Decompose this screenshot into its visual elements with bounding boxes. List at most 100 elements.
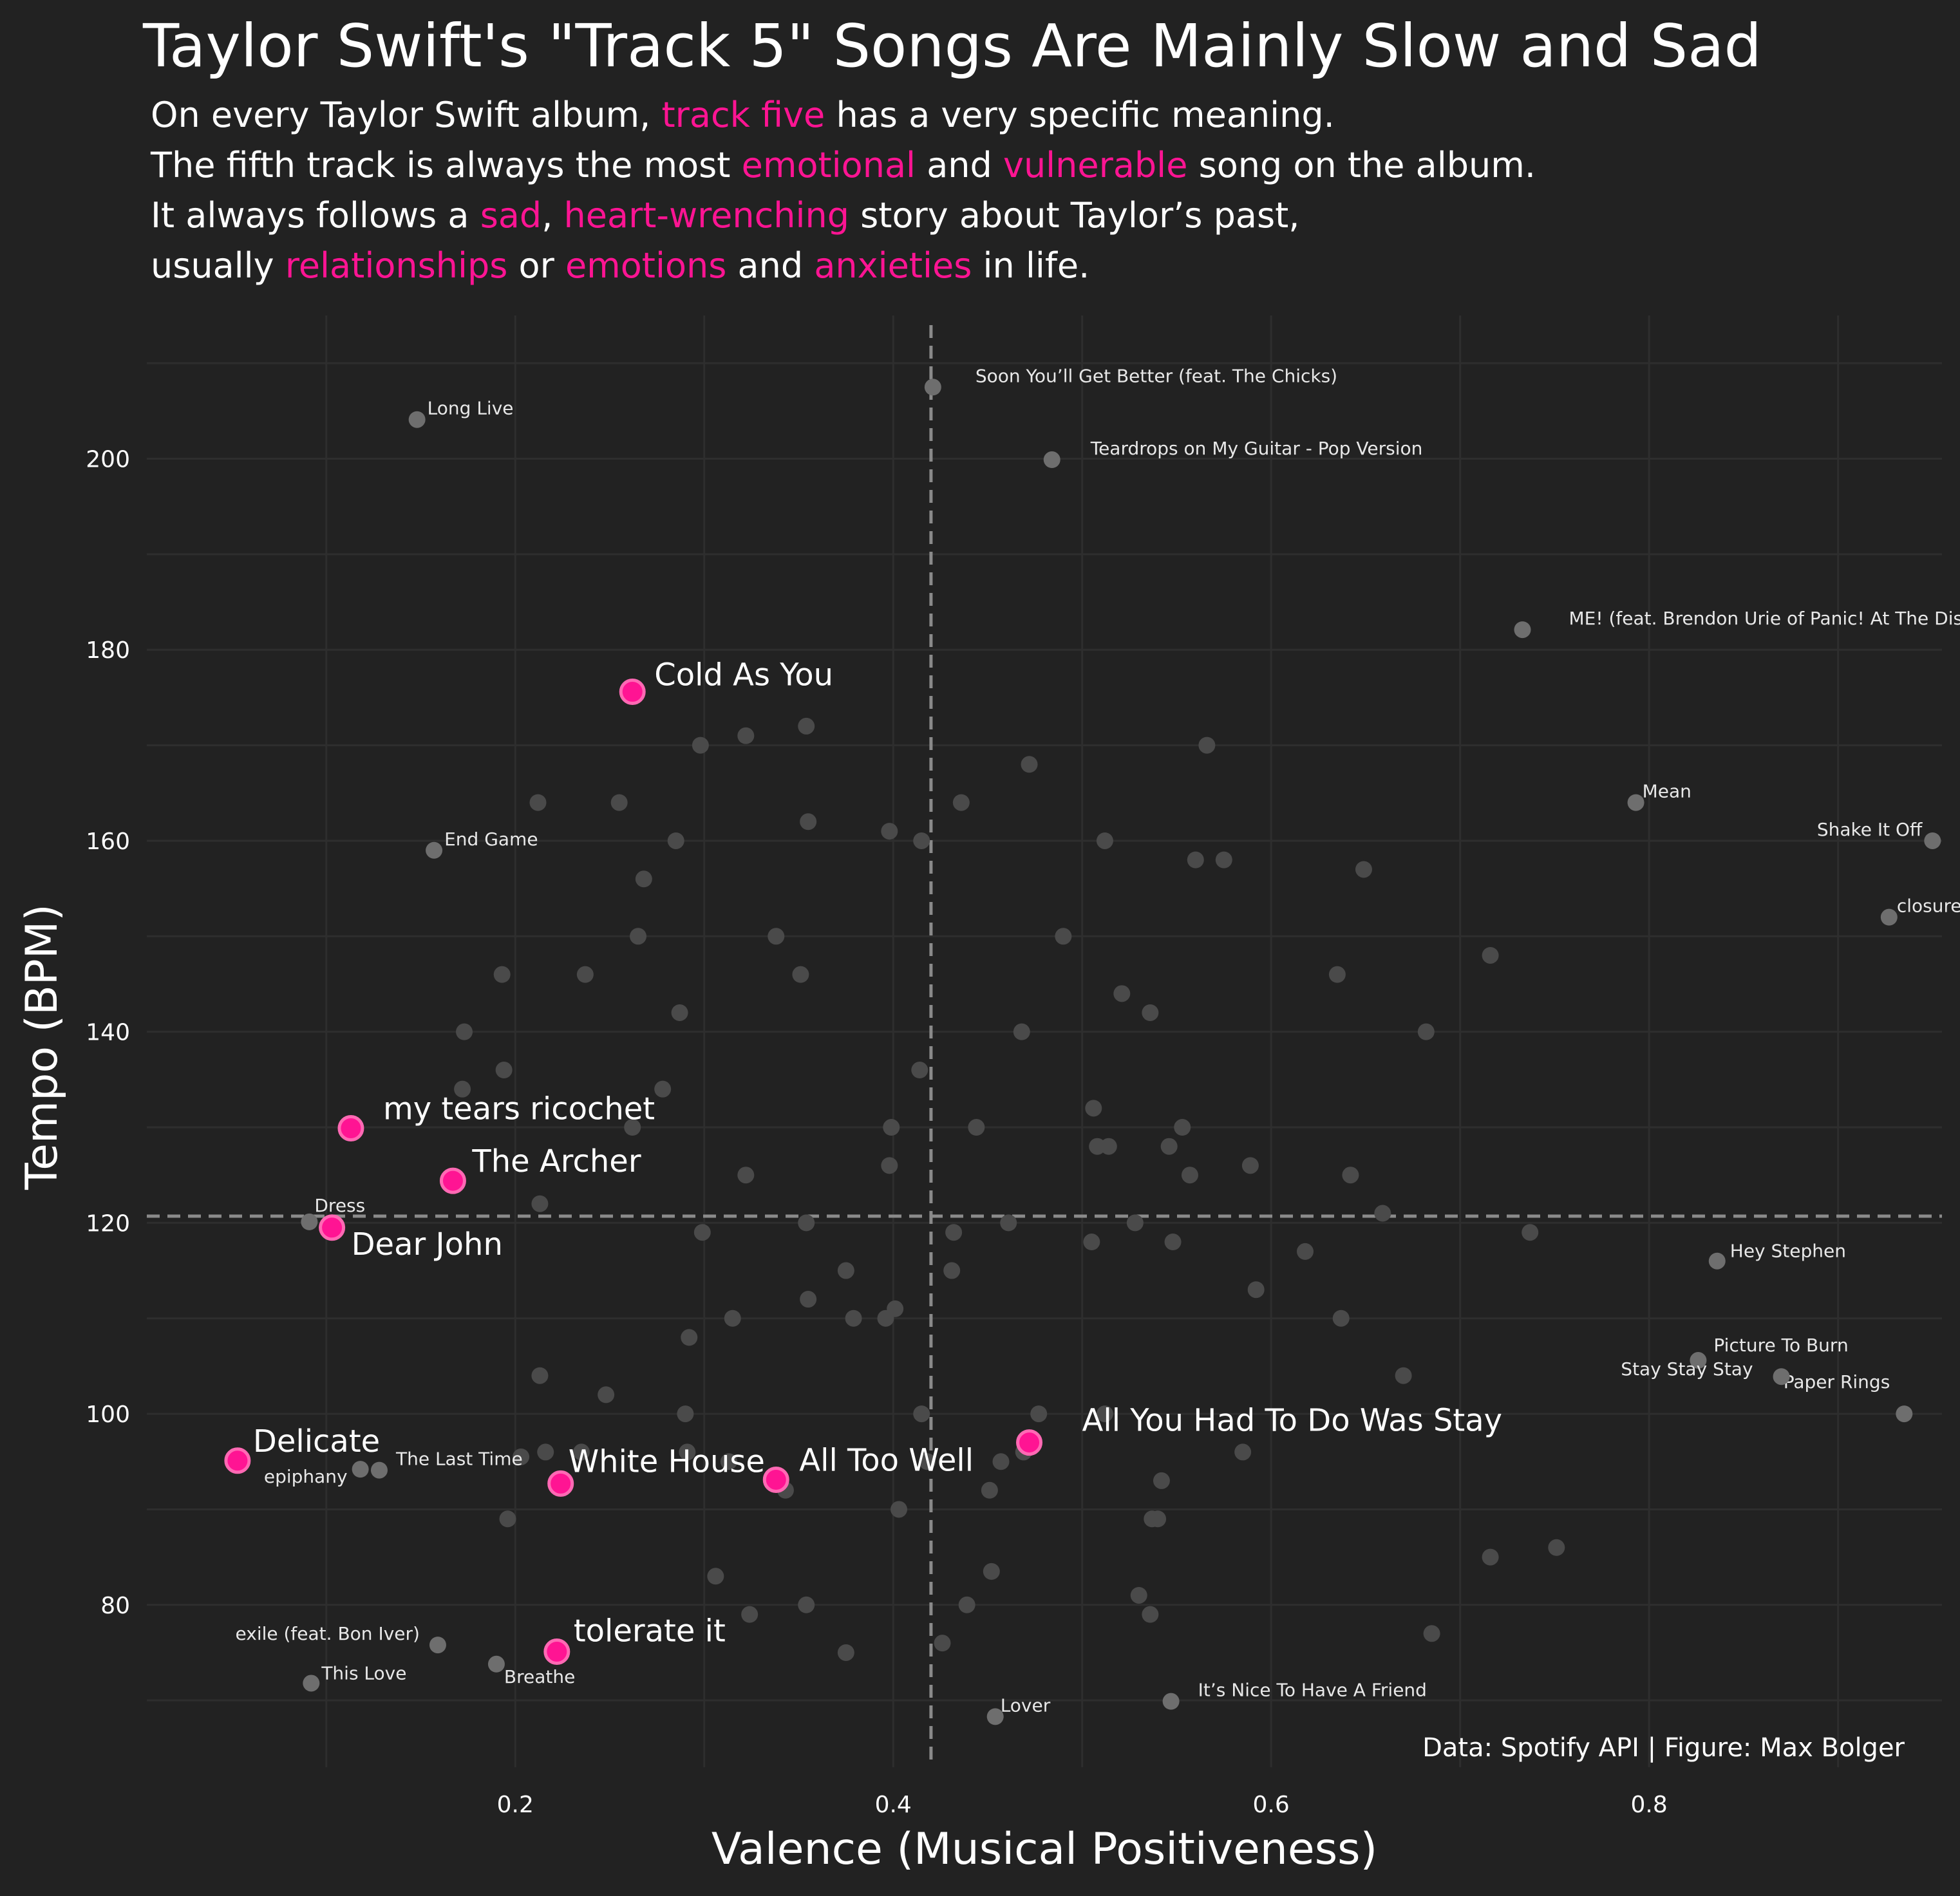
- track5-point: [337, 1115, 364, 1142]
- reference-lines: [147, 325, 1942, 1767]
- song-point-labeled: [408, 411, 426, 428]
- song-point: [456, 1023, 473, 1040]
- song-point: [537, 1443, 554, 1461]
- song-point: [454, 1080, 471, 1098]
- song-point-labeled: [924, 379, 941, 396]
- song-label: Breathe: [504, 1666, 575, 1687]
- song-point: [529, 794, 547, 811]
- song-point: [671, 1004, 688, 1021]
- song-point: [913, 1405, 930, 1423]
- song-point: [981, 1481, 998, 1499]
- song-point: [572, 1443, 590, 1461]
- song-point: [1328, 966, 1346, 983]
- song-point: [724, 1309, 741, 1327]
- song-label: It’s Nice To Have A Friend: [1198, 1680, 1427, 1701]
- x-tick-label: 0.4: [875, 1792, 912, 1818]
- y-axis-title: Tempo (BPM): [17, 904, 68, 1190]
- song-point: [890, 1501, 908, 1518]
- song-point: [798, 1214, 815, 1232]
- x-tick-label: 0.6: [1253, 1792, 1290, 1818]
- subtitle-text: and: [916, 145, 1003, 185]
- song-point: [1482, 946, 1499, 964]
- song-point-labeled: [1708, 1252, 1726, 1270]
- song-point-labeled: [429, 1637, 446, 1654]
- song-point: [1241, 1157, 1259, 1174]
- song-point: [887, 1300, 904, 1317]
- song-point: [667, 832, 684, 849]
- song-label: epiphany: [264, 1466, 348, 1487]
- song-label: Paper Rings: [1784, 1371, 1890, 1393]
- song-point: [881, 1157, 898, 1174]
- song-point: [707, 1568, 724, 1585]
- song-point: [1096, 832, 1113, 849]
- track5-label: Delicate: [253, 1423, 380, 1460]
- song-point: [531, 1367, 549, 1384]
- y-tick-label: 160: [86, 829, 130, 855]
- subtitle-highlight: vulnerable: [1003, 145, 1188, 185]
- y-tick-label: 180: [86, 637, 130, 664]
- subtitle-text: On every Taylor Swift album,: [151, 95, 662, 135]
- subtitle-text: or: [507, 245, 565, 286]
- subtitle-text: has a very specific meaning.: [825, 95, 1335, 135]
- song-point-labeled: [487, 1655, 505, 1673]
- song-point-labeled: [1924, 832, 1941, 849]
- song-point-labeled: [303, 1675, 320, 1692]
- song-point-labeled: [1880, 908, 1898, 926]
- song-point: [1548, 1539, 1565, 1556]
- song-point: [1423, 1625, 1440, 1642]
- song-point: [798, 1596, 815, 1613]
- song-point: [1100, 1138, 1117, 1155]
- song-point: [1332, 1309, 1350, 1327]
- song-point: [1142, 1004, 1159, 1021]
- subtitle-text: song on the album.: [1187, 145, 1536, 185]
- song-point: [1113, 985, 1131, 1002]
- song-label: Long Live: [428, 398, 514, 419]
- song-point: [919, 1453, 936, 1470]
- subtitle-text: The fifth track is always the most: [151, 145, 742, 185]
- subtitle-text: story about Taylor’s past,: [849, 195, 1300, 236]
- song-label: Teardrops on My Guitar - Pop Version: [1090, 438, 1423, 459]
- song-point: [681, 1329, 698, 1346]
- song-point: [737, 727, 755, 744]
- song-point-labeled: [352, 1461, 369, 1478]
- subtitle-highlight: heart-wrenching: [563, 195, 849, 236]
- y-tick-label: 140: [86, 1020, 130, 1046]
- subtitle-highlight: emotions: [565, 245, 727, 286]
- data-caption: Data: Spotify API | Figure: Max Bolger: [1422, 1733, 1905, 1763]
- subtitle-text: and: [726, 245, 815, 286]
- track5-label: tolerate it: [574, 1613, 726, 1649]
- subtitle-highlight: emotional: [741, 145, 916, 185]
- x-tick-label: 0.8: [1630, 1792, 1667, 1818]
- song-point-labeled: [1162, 1693, 1180, 1710]
- song-point: [952, 794, 970, 811]
- labeled-songs: Long Live Soon You’ll Get Better (feat. T…: [236, 365, 1960, 1725]
- track5-label: The Archer: [471, 1143, 641, 1179]
- subtitle-highlight: track five: [661, 95, 825, 135]
- song-label: The Last Time: [395, 1449, 523, 1470]
- song-label: closure: [1897, 896, 1960, 917]
- track5-songs: Cold As You my tears ricochet The Archer De…: [224, 657, 1502, 1665]
- song-point: [1355, 861, 1372, 878]
- song-label: End Game: [444, 829, 538, 850]
- song-point: [943, 1262, 961, 1279]
- y-tick-label: 80: [100, 1593, 130, 1619]
- song-point: [992, 1453, 1010, 1470]
- subtitle-text: ,: [542, 195, 564, 236]
- subtitle-line: It always follows a sad, heart-wrenching…: [151, 191, 1536, 241]
- song-point: [1160, 1138, 1178, 1155]
- song-point: [1342, 1167, 1359, 1184]
- song-point: [741, 1606, 759, 1623]
- song-point: [495, 1062, 513, 1079]
- song-point-labeled: [1896, 1405, 1913, 1423]
- track5-label: my tears ricochet: [383, 1091, 655, 1127]
- song-point: [679, 1443, 696, 1461]
- song-point: [881, 823, 898, 840]
- y-tick-label: 120: [86, 1210, 130, 1237]
- track5-point: [547, 1470, 574, 1497]
- other-songs: [454, 717, 1565, 1661]
- song-label: Picture To Burn: [1713, 1335, 1848, 1356]
- song-point: [837, 1644, 854, 1661]
- song-point: [883, 1119, 900, 1136]
- song-point: [513, 1448, 530, 1465]
